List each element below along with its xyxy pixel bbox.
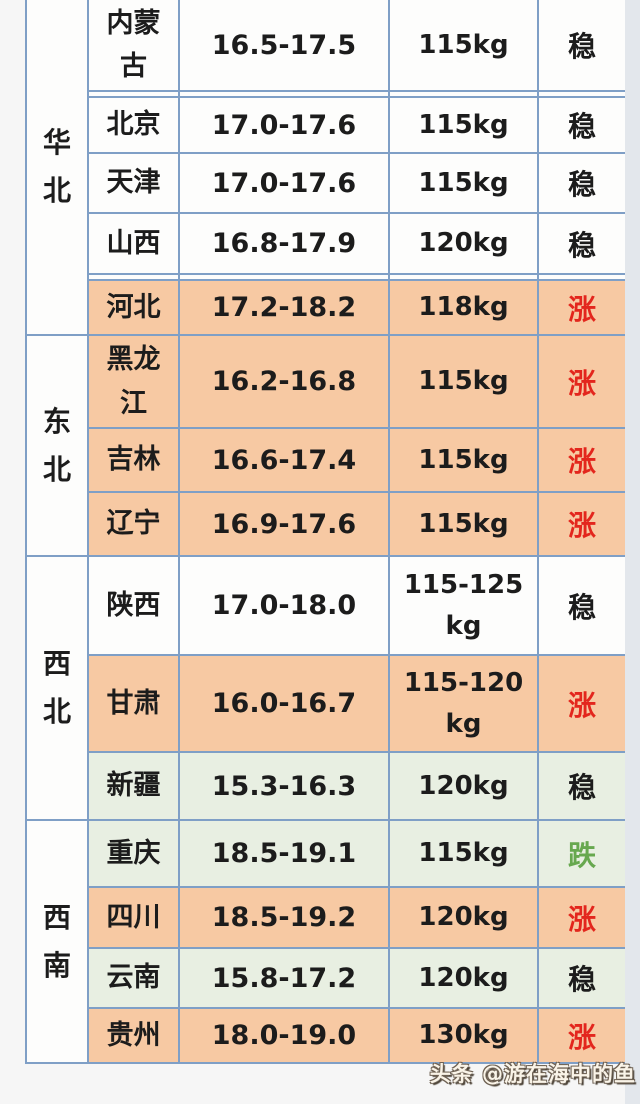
table-row: 华北 内蒙古 16.5-17.5 115kg 稳 — [25, 0, 627, 336]
weight-cell: 115kg — [388, 0, 539, 92]
price-cell: 18.0-19.0 — [178, 1007, 390, 1064]
row-spacer — [26, 90, 627, 98]
province-cell: 黑龙江 — [87, 334, 180, 429]
province-cell: 天津 — [87, 152, 180, 214]
table-row: 吉林 16.6-17.4 115kg 涨 — [26, 427, 627, 493]
table-row: 辽宁 16.9-17.6 115kg 涨 — [26, 491, 627, 557]
province-cell: 北京 — [87, 96, 180, 154]
weight-cell: 120kg — [388, 212, 539, 275]
province-cell: 新疆 — [87, 751, 180, 821]
weight-cell: 115-120 kg — [388, 654, 539, 753]
price-cell: 15.3-16.3 — [178, 751, 390, 821]
trend-cell: 稳 — [537, 212, 627, 275]
trend-cell: 涨 — [537, 491, 627, 557]
province-cell: 河北 — [87, 279, 180, 336]
weight-cell: 120kg — [388, 751, 539, 821]
weight-cell: 120kg — [388, 886, 539, 949]
weight-cell: 115kg — [388, 96, 539, 154]
table-row: 河北 17.2-18.2 118kg 涨 — [26, 279, 627, 336]
price-cell: 17.0-17.6 — [178, 96, 390, 154]
table-row: 贵州 18.0-19.0 130kg 涨 — [26, 1007, 627, 1064]
price-cell: 16.0-16.7 — [178, 654, 390, 753]
weight-cell: 115kg — [388, 334, 539, 429]
trend-cell: 涨 — [537, 654, 627, 753]
table-row: 天津 17.0-17.6 115kg 稳 — [26, 152, 627, 214]
table-row: 山西 16.8-17.9 120kg 稳 — [26, 212, 627, 275]
trend-cell: 稳 — [537, 0, 627, 92]
province-cell: 四川 — [87, 886, 180, 949]
right-margin-strip — [625, 0, 640, 1104]
price-cell: 18.5-19.1 — [178, 819, 390, 888]
region-cell-xinan: 西南 — [25, 819, 89, 1064]
price-cell: 16.2-16.8 — [178, 334, 390, 429]
province-cell: 贵州 — [87, 1007, 180, 1064]
weight-cell: 115-125 kg — [388, 555, 539, 656]
trend-cell: 涨 — [537, 334, 627, 429]
province-cell: 山西 — [87, 212, 180, 275]
trend-cell: 跌 — [537, 819, 627, 888]
province-cell: 重庆 — [87, 819, 180, 888]
table-row: 北京 17.0-17.6 115kg 稳 — [26, 96, 627, 154]
price-cell: 18.5-19.2 — [178, 886, 390, 949]
price-cell: 16.8-17.9 — [178, 212, 390, 275]
table-row: 四川 18.5-19.2 120kg 涨 — [26, 886, 627, 949]
trend-cell: 稳 — [537, 152, 627, 214]
pig-price-table: 华北 内蒙古 16.5-17.5 115kg 稳 北京 17.0-17.6 11… — [25, 0, 627, 1064]
province-cell: 辽宁 — [87, 491, 180, 557]
row-spacer — [26, 273, 627, 281]
table-row: 西南 重庆 18.5-19.1 115kg 跌 — [25, 819, 627, 1064]
province-cell: 甘肃 — [87, 654, 180, 753]
trend-cell: 稳 — [537, 751, 627, 821]
region-cell-xibei: 西北 — [25, 555, 89, 821]
table-row: 甘肃 16.0-16.7 115-120 kg 涨 — [26, 654, 627, 753]
weight-cell: 120kg — [388, 947, 539, 1009]
weight-cell: 115kg — [388, 152, 539, 214]
price-cell: 17.0-17.6 — [178, 152, 390, 214]
toutiao-watermark: 头条 @游在海中的鱼 — [429, 1062, 636, 1086]
province-cell: 吉林 — [87, 427, 180, 493]
trend-cell: 稳 — [537, 947, 627, 1009]
trend-cell: 涨 — [537, 427, 627, 493]
province-cell: 云南 — [87, 947, 180, 1009]
weight-cell: 130kg — [388, 1007, 539, 1064]
region-cell-dongbei: 东北 — [25, 334, 89, 557]
trend-cell: 涨 — [537, 279, 627, 336]
table-row: 东北 黑龙江 16.2-16.8 115kg 涨 — [25, 334, 627, 557]
table-row: 云南 15.8-17.2 120kg 稳 — [26, 947, 627, 1009]
price-cell: 16.6-17.4 — [178, 427, 390, 493]
price-cell: 16.9-17.6 — [178, 491, 390, 557]
trend-cell: 涨 — [537, 886, 627, 949]
table-row: 西北 陕西 17.0-18.0 115-125 kg 稳 — [25, 555, 627, 821]
weight-cell: 115kg — [388, 819, 539, 888]
region-cell-huabei: 华北 — [25, 0, 89, 336]
trend-cell: 涨 — [537, 1007, 627, 1064]
price-cell: 15.8-17.2 — [178, 947, 390, 1009]
trend-cell: 稳 — [537, 555, 627, 656]
price-cell: 17.0-18.0 — [178, 555, 390, 656]
price-cell: 17.2-18.2 — [178, 279, 390, 336]
province-cell: 内蒙古 — [87, 0, 180, 92]
price-cell: 16.5-17.5 — [178, 0, 390, 92]
table-row: 新疆 15.3-16.3 120kg 稳 — [26, 751, 627, 821]
province-cell: 陕西 — [87, 555, 180, 656]
weight-cell: 118kg — [388, 279, 539, 336]
weight-cell: 115kg — [388, 491, 539, 557]
trend-cell: 稳 — [537, 96, 627, 154]
weight-cell: 115kg — [388, 427, 539, 493]
